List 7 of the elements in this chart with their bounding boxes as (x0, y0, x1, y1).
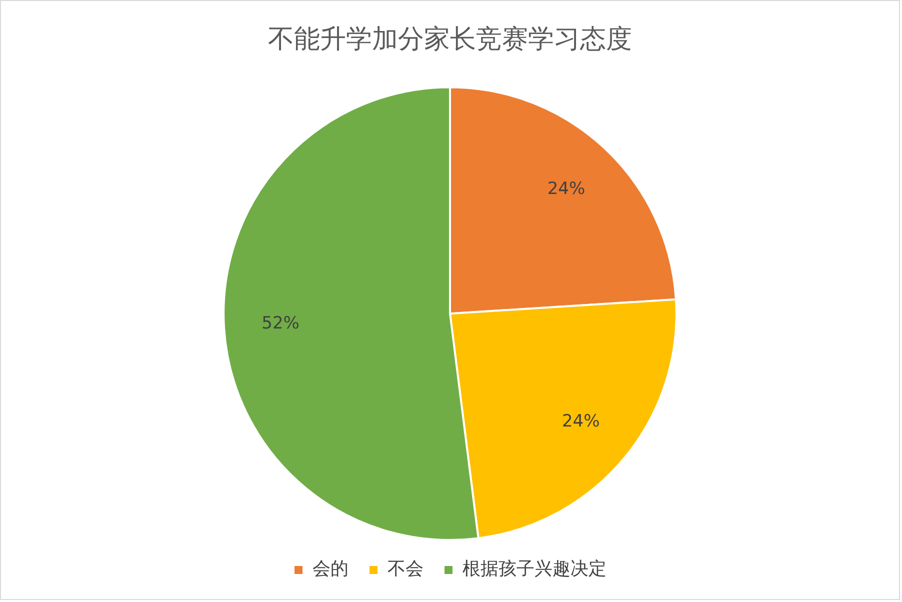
data-label: 24% (562, 411, 600, 432)
legend-label: 根据孩子兴趣决定 (462, 558, 606, 580)
chart-title: 不能升学加分家长竞赛学习态度 (268, 24, 632, 54)
data-label: 52% (262, 314, 300, 334)
legend-label: 会的 (312, 558, 348, 580)
data-label: 24% (547, 179, 586, 200)
legend-label: 不会 (388, 558, 424, 580)
